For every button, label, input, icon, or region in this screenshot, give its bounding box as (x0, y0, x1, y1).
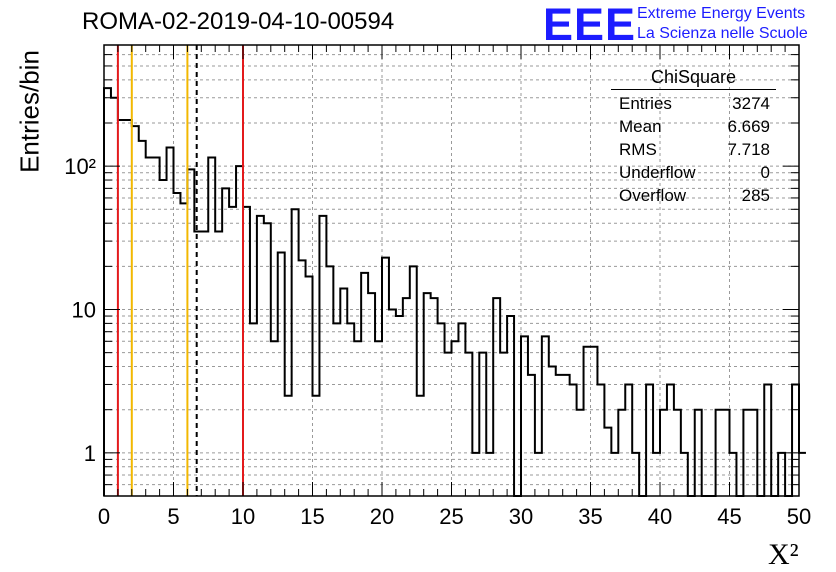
eee-logo-text: Extreme Energy Events La Scienza nelle S… (637, 4, 808, 44)
stats-label: Overflow (619, 186, 687, 205)
stats-box: ChiSquare Entries 3274 Mean 6.669 RMS 7.718… (611, 67, 776, 207)
x-tick-label: 30 (509, 504, 533, 529)
y-axis-label: Entries/bin (14, 50, 45, 173)
stats-value: 7.718 (727, 140, 770, 159)
stats-value: 3274 (732, 94, 770, 113)
stats-label: RMS (619, 140, 657, 159)
y-tick-label: 10² (64, 154, 96, 179)
stats-label: Entries (619, 94, 672, 113)
y-tick-label: 1 (84, 441, 96, 466)
stats-row-mean: Mean 6.669 (611, 115, 776, 138)
x-tick-label: 40 (648, 504, 672, 529)
stats-title: ChiSquare (611, 67, 776, 90)
logo-line-2: La Scienza nelle Scuole (637, 25, 808, 42)
x-axis-label: X² (768, 538, 799, 571)
histogram-outline (103, 87, 806, 497)
stats-row-underflow: Underflow 0 (611, 161, 776, 184)
chart-title: ROMA-02-2019-04-10-00594 (82, 8, 395, 35)
stats-label: Underflow (619, 163, 696, 182)
x-tick-label: 45 (717, 504, 741, 529)
stats-row-rms: RMS 7.718 (611, 138, 776, 161)
stats-value: 0 (760, 163, 770, 182)
x-tick-label: 10 (231, 504, 255, 529)
stats-label: Mean (619, 117, 662, 136)
x-tick-label: 20 (370, 504, 394, 529)
y-tick-label: 10 (72, 297, 96, 322)
stats-value: 285 (741, 186, 770, 205)
x-tick-label: 5 (167, 504, 179, 529)
stats-row-entries: Entries 3274 (611, 92, 776, 115)
stats-value: 6.669 (727, 117, 770, 136)
x-tick-label: 25 (439, 504, 463, 529)
eee-logo: EEE (543, 0, 637, 50)
x-tick-label: 35 (578, 504, 602, 529)
x-tick-label: 50 (787, 504, 811, 529)
x-tick-label: 15 (300, 504, 324, 529)
stats-row-overflow: Overflow 285 (611, 184, 776, 207)
logo-line-1: Extreme Energy Events (637, 5, 806, 22)
x-tick-label: 0 (98, 504, 110, 529)
